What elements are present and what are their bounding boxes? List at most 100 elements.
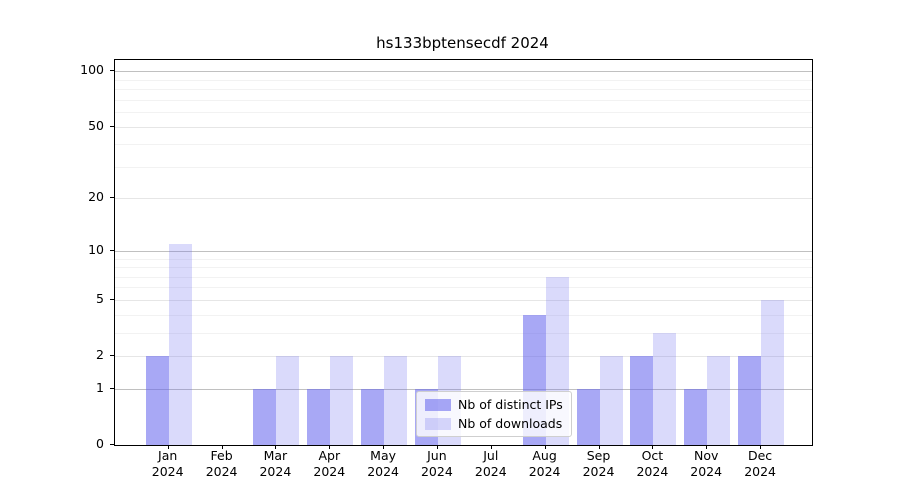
gridline-minor	[115, 99, 812, 101]
x-tick-label: Feb 2024	[192, 448, 252, 480]
y-tick-mark	[110, 355, 114, 356]
bar-distinct-ips	[738, 356, 762, 445]
x-tick-year: 2024	[474, 464, 507, 479]
x-tick-year: 2024	[636, 464, 669, 479]
x-tick-year: 2024	[313, 464, 346, 479]
y-tick-label: 100	[80, 62, 104, 78]
x-tick-mark	[167, 445, 169, 449]
x-tick-label: May 2024	[353, 448, 413, 480]
gridline-minor	[115, 166, 812, 168]
gridline-major	[115, 356, 812, 357]
gridline-minor	[115, 332, 812, 334]
bar-downloads	[384, 356, 408, 445]
gridline-minor	[115, 276, 812, 278]
bar-downloads	[653, 332, 677, 445]
x-tick-month: Mar	[263, 448, 288, 463]
gridline-decade	[115, 71, 812, 73]
x-tick-mark	[329, 445, 331, 449]
x-tick-mark	[598, 445, 600, 449]
y-tick-label: 2	[96, 347, 104, 362]
x-tick-mark	[706, 445, 708, 449]
y-tick-label: 1	[96, 379, 104, 395]
x-tick-month: Sep	[586, 448, 611, 463]
x-tick-label: Sep 2024	[569, 448, 629, 480]
gridline-minor	[115, 267, 812, 268]
x-tick-month: Jun	[427, 448, 447, 463]
plot-area: Nb of distinct IPs Nb of downloads	[114, 59, 813, 446]
x-tick-mark	[652, 445, 654, 449]
x-tick-year: 2024	[528, 464, 561, 479]
x-tick-label: Oct 2024	[622, 448, 682, 480]
y-tick-mark	[110, 70, 114, 72]
legend-item-label: Nb of downloads	[458, 416, 563, 431]
chart-title: hs133bptensecdf 2024	[376, 34, 549, 52]
x-tick-month: Aug	[532, 448, 557, 463]
x-tick-label: Aug 2024	[515, 448, 575, 480]
gridline-major	[115, 198, 812, 200]
x-tick-year: 2024	[744, 464, 776, 479]
y-tick-mark	[110, 125, 114, 127]
legend-item: Nb of downloads	[425, 416, 563, 431]
bar-distinct-ips	[253, 388, 277, 445]
x-tick-label: Jun 2024	[407, 448, 467, 480]
bar-downloads	[168, 243, 192, 445]
bar-distinct-ips	[361, 388, 385, 445]
x-tick-mark	[436, 445, 438, 449]
bar-distinct-ips	[145, 356, 169, 445]
x-tick-month: Nov	[693, 448, 719, 463]
y-tick-mark	[110, 197, 114, 199]
gridline-major	[115, 299, 812, 301]
x-tick-month: Jan	[158, 448, 178, 463]
bar-downloads	[276, 356, 300, 445]
x-tick-year: 2024	[259, 464, 292, 479]
y-tick-label: 0	[96, 436, 104, 451]
x-tick-mark	[275, 445, 277, 449]
x-tick-mark	[544, 445, 546, 449]
gridline-minor	[115, 112, 812, 114]
gridline-major	[115, 126, 812, 128]
x-tick-mark	[760, 445, 762, 449]
bar-downloads	[761, 299, 785, 445]
x-tick-year: 2024	[205, 464, 238, 479]
y-tick-label: 50	[88, 117, 104, 133]
y-tick-label: 5	[96, 290, 104, 306]
y-tick-mark	[110, 444, 114, 445]
x-tick-year: 2024	[367, 464, 399, 479]
gridline-decade	[115, 250, 812, 252]
bar-distinct-ips	[307, 388, 331, 445]
x-tick-month: Feb	[210, 448, 233, 463]
bar-downloads	[707, 356, 731, 445]
x-tick-year: 2024	[690, 464, 723, 479]
x-tick-month: Jul	[483, 448, 499, 463]
x-tick-month: Oct	[641, 448, 664, 463]
legend-item-label: Nb of distinct IPs	[458, 397, 563, 412]
x-tick-label: Apr 2024	[299, 448, 359, 480]
bar-downloads	[599, 356, 623, 445]
gridline-minor	[115, 144, 812, 146]
bar-distinct-ips	[630, 356, 654, 445]
gridline-minor	[115, 89, 812, 91]
y-tick-mark	[110, 387, 114, 389]
x-tick-label: Jul 2024	[461, 448, 521, 480]
x-tick-month: Dec	[747, 448, 773, 463]
bar-distinct-ips	[684, 388, 708, 445]
y-tick-mark	[110, 298, 114, 300]
gridline-minor	[115, 79, 812, 81]
bar-downloads	[330, 356, 354, 445]
x-tick-label: Mar 2024	[245, 448, 305, 480]
legend-swatch-downloads	[425, 417, 451, 430]
x-tick-year: 2024	[420, 464, 453, 479]
x-tick-month: Apr	[318, 448, 341, 463]
x-tick-year: 2024	[582, 464, 615, 479]
x-tick-year: 2024	[151, 464, 184, 479]
x-tick-mark	[490, 445, 492, 449]
gridline-decade	[115, 388, 812, 390]
legend: Nb of distinct IPs Nb of downloads	[416, 391, 572, 437]
x-tick-mark	[221, 445, 223, 449]
x-tick-label: Nov 2024	[676, 448, 736, 480]
x-tick-mark	[383, 445, 385, 449]
x-tick-month: May	[370, 448, 397, 463]
gridline-minor	[115, 258, 812, 260]
y-tick-label: 10	[88, 241, 104, 257]
